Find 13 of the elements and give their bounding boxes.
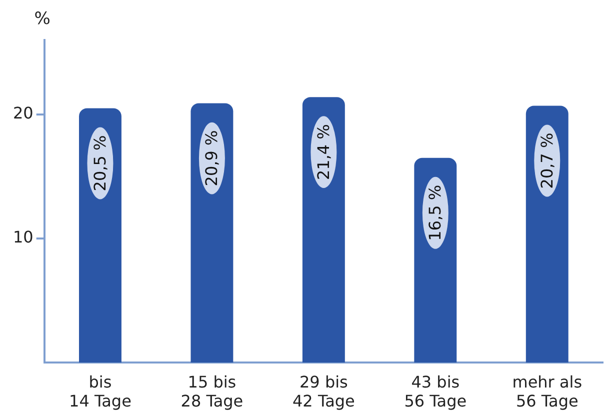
data-label: 16,5 %	[426, 184, 445, 241]
x-tick-label: 15 bis 28 Tage	[180, 372, 244, 411]
x-tick-label: 29 bis 42 Tage	[292, 372, 355, 411]
x-tick-label: bis 14 Tage	[69, 372, 132, 411]
y-tick-label: 10	[13, 228, 34, 247]
data-label: 20,7 %	[537, 132, 556, 189]
x-tick-label: 43 bis 56 Tage	[404, 372, 467, 411]
x-tick-label: mehr als 56 Tage	[512, 372, 582, 411]
y-axis-title: %	[34, 8, 50, 29]
y-tick-label: 20	[13, 104, 34, 123]
data-label: 20,5 %	[90, 135, 110, 192]
data-label: 21,4 %	[314, 124, 333, 180]
data-label: 20,9 %	[202, 130, 222, 186]
